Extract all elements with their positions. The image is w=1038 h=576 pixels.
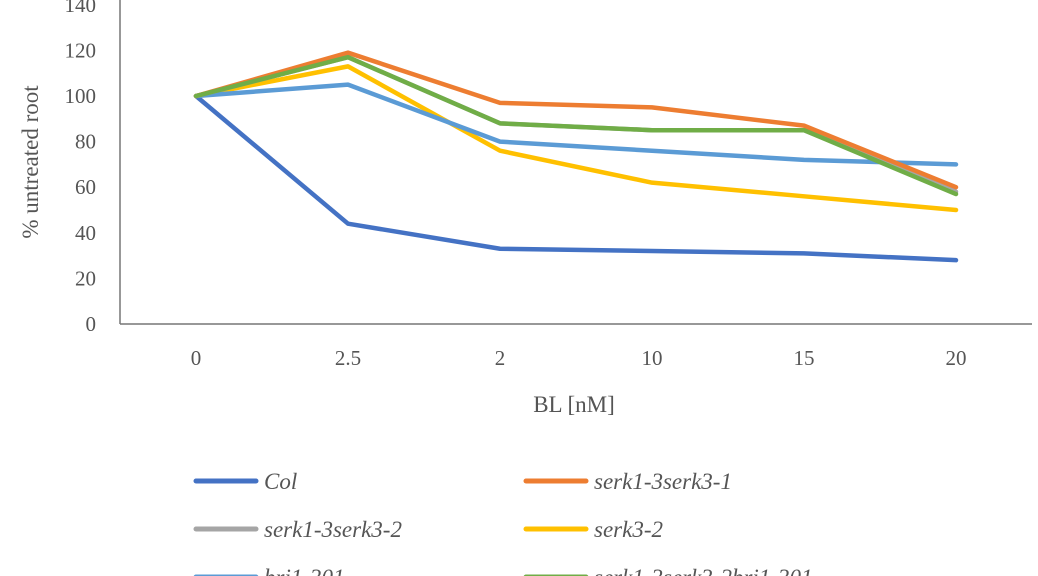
series-lines	[193, 50, 959, 263]
x-axis-ticks: 0 2.5 2 10 15 20	[191, 346, 967, 370]
y-tick-label: 80	[75, 130, 96, 154]
legend-label: serk1-3serk3-2bri1-301	[594, 565, 812, 576]
x-tick-label: 2	[495, 346, 506, 370]
y-axis-ticks: 0 20 40 60 80 100 120 140	[65, 0, 97, 336]
x-tick-label: 15	[794, 346, 815, 370]
series-line	[193, 54, 959, 197]
x-tick-label: 2.5	[335, 346, 361, 370]
series-line	[193, 93, 959, 263]
x-tick-label: 0	[191, 346, 202, 370]
y-tick-label: 100	[65, 84, 97, 108]
x-axis-title: BL [nM]	[533, 392, 615, 417]
legend-label: Col	[264, 469, 297, 494]
series-line	[193, 54, 959, 195]
legend-label: serk3-2	[594, 517, 663, 542]
legend-label: serk1-3serk3-2	[264, 517, 402, 542]
x-tick-label: 10	[642, 346, 663, 370]
y-tick-label: 60	[75, 175, 96, 199]
series-line	[193, 82, 959, 167]
legend-label: serk1-3serk3-1	[594, 469, 732, 494]
series-line	[193, 50, 959, 190]
legend: Col serk1-3serk3-1 serk1-3serk3-2 serk3-2 br…	[193, 469, 812, 576]
x-tick-label: 20	[946, 346, 967, 370]
y-tick-label: 140	[65, 0, 97, 17]
legend-label: bri1-301	[264, 565, 345, 576]
y-tick-label: 0	[86, 312, 97, 336]
y-tick-label: 40	[75, 221, 96, 245]
y-tick-label: 120	[65, 38, 97, 62]
y-axis-title: % untreated root	[18, 85, 43, 239]
series-line	[193, 64, 959, 213]
y-tick-label: 20	[75, 266, 96, 290]
